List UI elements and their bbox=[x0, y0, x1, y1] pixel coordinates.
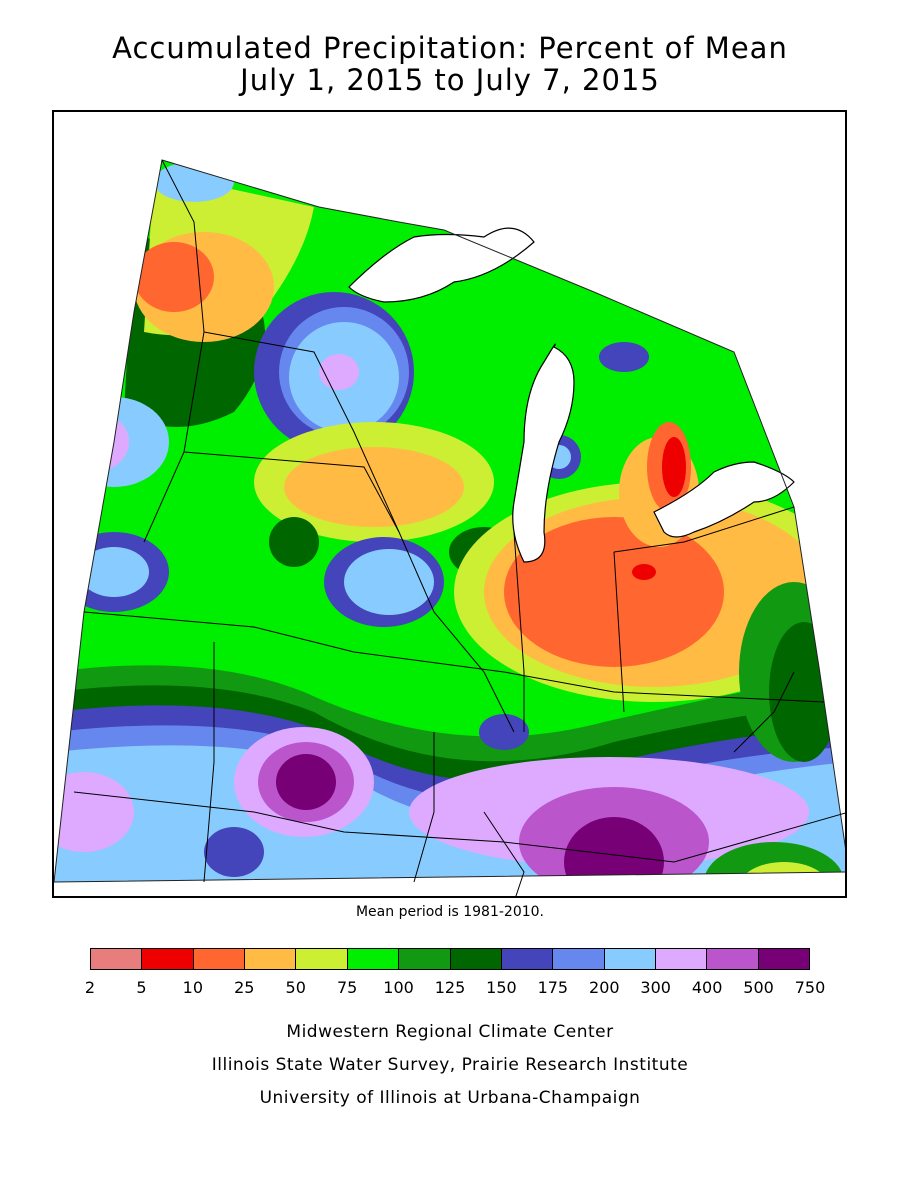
legend-swatch bbox=[450, 949, 502, 969]
legend-tick-label: 10 bbox=[182, 978, 204, 997]
legend-swatch bbox=[347, 949, 400, 969]
precipitation-map bbox=[52, 110, 847, 898]
legend-swatch bbox=[142, 949, 194, 969]
map-graphic bbox=[54, 159, 845, 896]
legend-tick-label: 300 bbox=[640, 978, 671, 997]
legend-swatch bbox=[245, 949, 297, 969]
legend-swatch bbox=[296, 949, 348, 969]
legend-tick-label: 5 bbox=[136, 978, 147, 997]
legend-tick-label: 125 bbox=[434, 978, 466, 997]
legend-tick-label: 50 bbox=[285, 978, 306, 997]
legend-tick-label: 200 bbox=[589, 978, 620, 997]
color-legend bbox=[90, 948, 810, 970]
legend-swatch bbox=[758, 949, 810, 969]
great-lakes bbox=[348, 227, 795, 563]
legend-tick-labels: 2 5 10 25 50 75 100 125 150 175 200 300 400 500 750 bbox=[0, 978, 900, 998]
legend-tick-label: 175 bbox=[537, 978, 569, 997]
legend-swatch bbox=[604, 949, 656, 969]
legend-swatch bbox=[553, 949, 605, 969]
legend-swatch bbox=[707, 949, 759, 969]
legend-tick-label: 150 bbox=[486, 978, 517, 997]
mean-period-note: Mean period is 1981-2010. bbox=[355, 904, 545, 920]
legend-tick-label: 100 bbox=[383, 978, 414, 997]
credit-line1: Midwestern Regional Climate Center bbox=[286, 1022, 614, 1042]
legend-swatch bbox=[193, 949, 246, 969]
boundaries bbox=[54, 159, 845, 896]
legend-tick-label: 500 bbox=[743, 978, 774, 997]
legend-tick-label: 400 bbox=[691, 978, 723, 997]
credit-line2: Illinois State Water Survey, Prairie Res… bbox=[211, 1055, 689, 1075]
legend-swatch bbox=[91, 949, 143, 969]
legend-tick-label: 2 bbox=[84, 978, 96, 997]
legend-swatch bbox=[655, 949, 708, 969]
legend-tick-label: 750 bbox=[794, 978, 826, 997]
legend-tick-label: 75 bbox=[336, 978, 358, 997]
legend-swatch bbox=[399, 949, 451, 969]
credit-line3: University of Illinois at Urbana-Champai… bbox=[259, 1088, 641, 1108]
map-title-line1: Accumulated Precipitation: Percent of Me… bbox=[112, 31, 788, 65]
legend-tick-label: 25 bbox=[234, 978, 255, 997]
map-title-line2: July 1, 2015 to July 7, 2015 bbox=[240, 63, 660, 97]
legend-swatch bbox=[501, 949, 554, 969]
